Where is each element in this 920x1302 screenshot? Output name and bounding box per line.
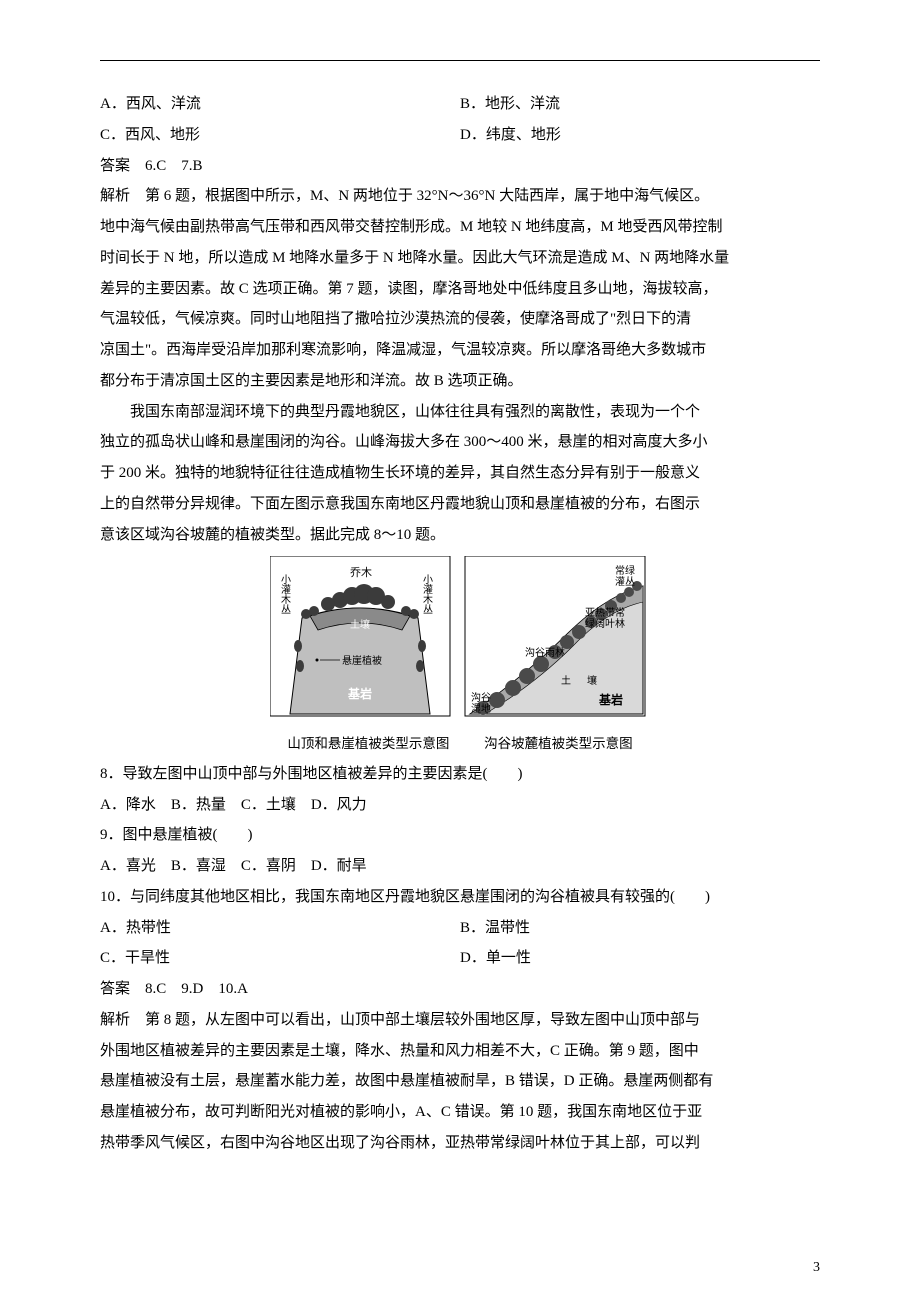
option-row-1: A．西风、洋流 B．地形、洋流 <box>100 89 820 120</box>
option-a: A．西风、洋流 <box>100 89 460 120</box>
lbl-shrub-left: 小灌木丛 <box>279 574 291 614</box>
passage-l1: 我国东南部湿润环境下的典型丹霞地貌区，山体往往具有强烈的离散性，表现为一个个 <box>100 397 820 428</box>
page-number: 3 <box>813 1260 820 1276</box>
q8-opts: A．降水 B．热量 C．土壤 D．风力 <box>100 790 820 821</box>
explain2-l4: 悬崖植被分布，故可判断阳光对植被的影响小，A、C 错误。第 10 题，我国东南地… <box>100 1097 820 1128</box>
explain1-l4: 差异的主要因素。故 C 选项正确。第 7 题，读图，摩洛哥地处中低纬度且多山地，… <box>100 274 820 305</box>
lbl-evergreen: 常绿灌丛 <box>615 564 635 588</box>
option-row-2: C．西风、地形 D．纬度、地形 <box>100 120 820 151</box>
answer-67: 答案 6.C 7.B <box>100 151 820 182</box>
lbl-rain: 沟谷雨林 <box>525 646 565 659</box>
option-c: C．西风、地形 <box>100 120 460 151</box>
q10-row2: C．干旱性 D．单一性 <box>100 943 820 974</box>
diagram-svg: 小灌木丛 乔木 小灌木丛 土壤 悬崖植被 基岩 <box>270 556 650 726</box>
figure-captions: 山顶和悬崖植被类型示意图 沟谷坡麓植被类型示意图 <box>100 733 820 755</box>
lbl-shrub-right: 小灌木丛 <box>421 574 433 614</box>
right-panel: 常绿灌丛 亚热带常绿阔叶林 沟谷雨林 沟谷湿地 土壤 基岩 <box>465 556 645 716</box>
explain2-l1: 解析 第 8 题，从左图中可以看出，山顶中部土壤层较外围地区厚，导致左图中山顶中… <box>100 1005 820 1036</box>
explain2-l5: 热带季风气候区，右图中沟谷地区出现了沟谷雨林，亚热带常绿阔叶林位于其上部，可以判 <box>100 1128 820 1159</box>
explain2-l2: 外围地区植被差异的主要因素是土壤，降水、热量和风力相差不大，C 正确。第 9 题… <box>100 1036 820 1067</box>
explain1-l1: 解析 第 6 题，根据图中所示，M、N 两地位于 32°N～36°N 大陆西岸，… <box>100 181 820 212</box>
option-b: B．地形、洋流 <box>460 89 820 120</box>
explain2-l3: 悬崖植被没有土层，悬崖蓄水能力差，故图中悬崖植被耐旱，B 错误，D 正确。悬崖两… <box>100 1066 820 1097</box>
answer-8910: 答案 8.C 9.D 10.A <box>100 974 820 1005</box>
explain1-l3: 时间长于 N 地，所以造成 M 地降水量多于 N 地降水量。因此大气环流是造成 … <box>100 243 820 274</box>
lbl-tree: 乔木 <box>350 566 372 579</box>
passage-l2: 独立的孤岛状山峰和悬崖围闭的沟谷。山峰海拔大多在 300～400 米，悬崖的相对… <box>100 427 820 458</box>
q10: 10．与同纬度其他地区相比，我国东南地区丹霞地貌区悬崖围闭的沟谷植被具有较强的(… <box>100 882 820 913</box>
lbl-rock: 基岩 <box>347 686 372 701</box>
caption-left: 山顶和悬崖植被类型示意图 <box>287 736 449 751</box>
figure: 小灌木丛 乔木 小灌木丛 土壤 悬崖植被 基岩 <box>100 556 820 755</box>
explain1-l5: 气温较低，气候凉爽。同时山地阻挡了撒哈拉沙漠热流的侵袭，使摩洛哥成了"烈日下的清 <box>100 304 820 335</box>
lbl-wet: 沟谷湿地 <box>471 691 491 715</box>
q10-opt-b: B．温带性 <box>460 913 820 944</box>
passage-l4: 上的自然带分异规律。下面左图示意我国东南地区丹霞地貌山顶和悬崖植被的分布，右图示 <box>100 489 820 520</box>
left-panel: 小灌木丛 乔木 小灌木丛 土壤 悬崖植被 基岩 <box>270 556 450 716</box>
explain1-l6: 凉国土"。西海岸受沿岸加那利寒流影响，降温减湿，气温较凉爽。所以摩洛哥绝大多数城… <box>100 335 820 366</box>
q9: 9．图中悬崖植被( ) <box>100 820 820 851</box>
explain1-l2: 地中海气候由副热带高气压带和西风带交替控制形成。M 地较 N 地纬度高，M 地受… <box>100 212 820 243</box>
q10-opt-a: A．热带性 <box>100 913 460 944</box>
caption-right: 沟谷坡麓植被类型示意图 <box>484 736 633 751</box>
lbl-soil: 土壤 <box>350 618 370 631</box>
passage-l5: 意该区域沟谷坡麓的植被类型。据此完成 8～10 题。 <box>100 520 820 551</box>
lbl-sub: 亚热带常绿阔叶林 <box>585 606 625 630</box>
q10-row1: A．热带性 B．温带性 <box>100 913 820 944</box>
q8: 8．导致左图中山顶中部与外围地区植被差异的主要因素是( ) <box>100 759 820 790</box>
q9-opts: A．喜光 B．喜湿 C．喜阴 D．耐旱 <box>100 851 820 882</box>
q10-opt-d: D．单一性 <box>460 943 820 974</box>
lbl-rock-r: 基岩 <box>598 692 623 707</box>
explain1-l7: 都分布于清凉国土区的主要因素是地形和洋流。故 B 选项正确。 <box>100 366 820 397</box>
q10-opt-c: C．干旱性 <box>100 943 460 974</box>
option-d: D．纬度、地形 <box>460 120 820 151</box>
passage-l3: 于 200 米。独特的地貌特征往往造成植物生长环境的差异，其自然生态分异有别于一… <box>100 458 820 489</box>
lbl-cliff: 悬崖植被 <box>342 654 382 667</box>
top-rule <box>100 60 820 61</box>
